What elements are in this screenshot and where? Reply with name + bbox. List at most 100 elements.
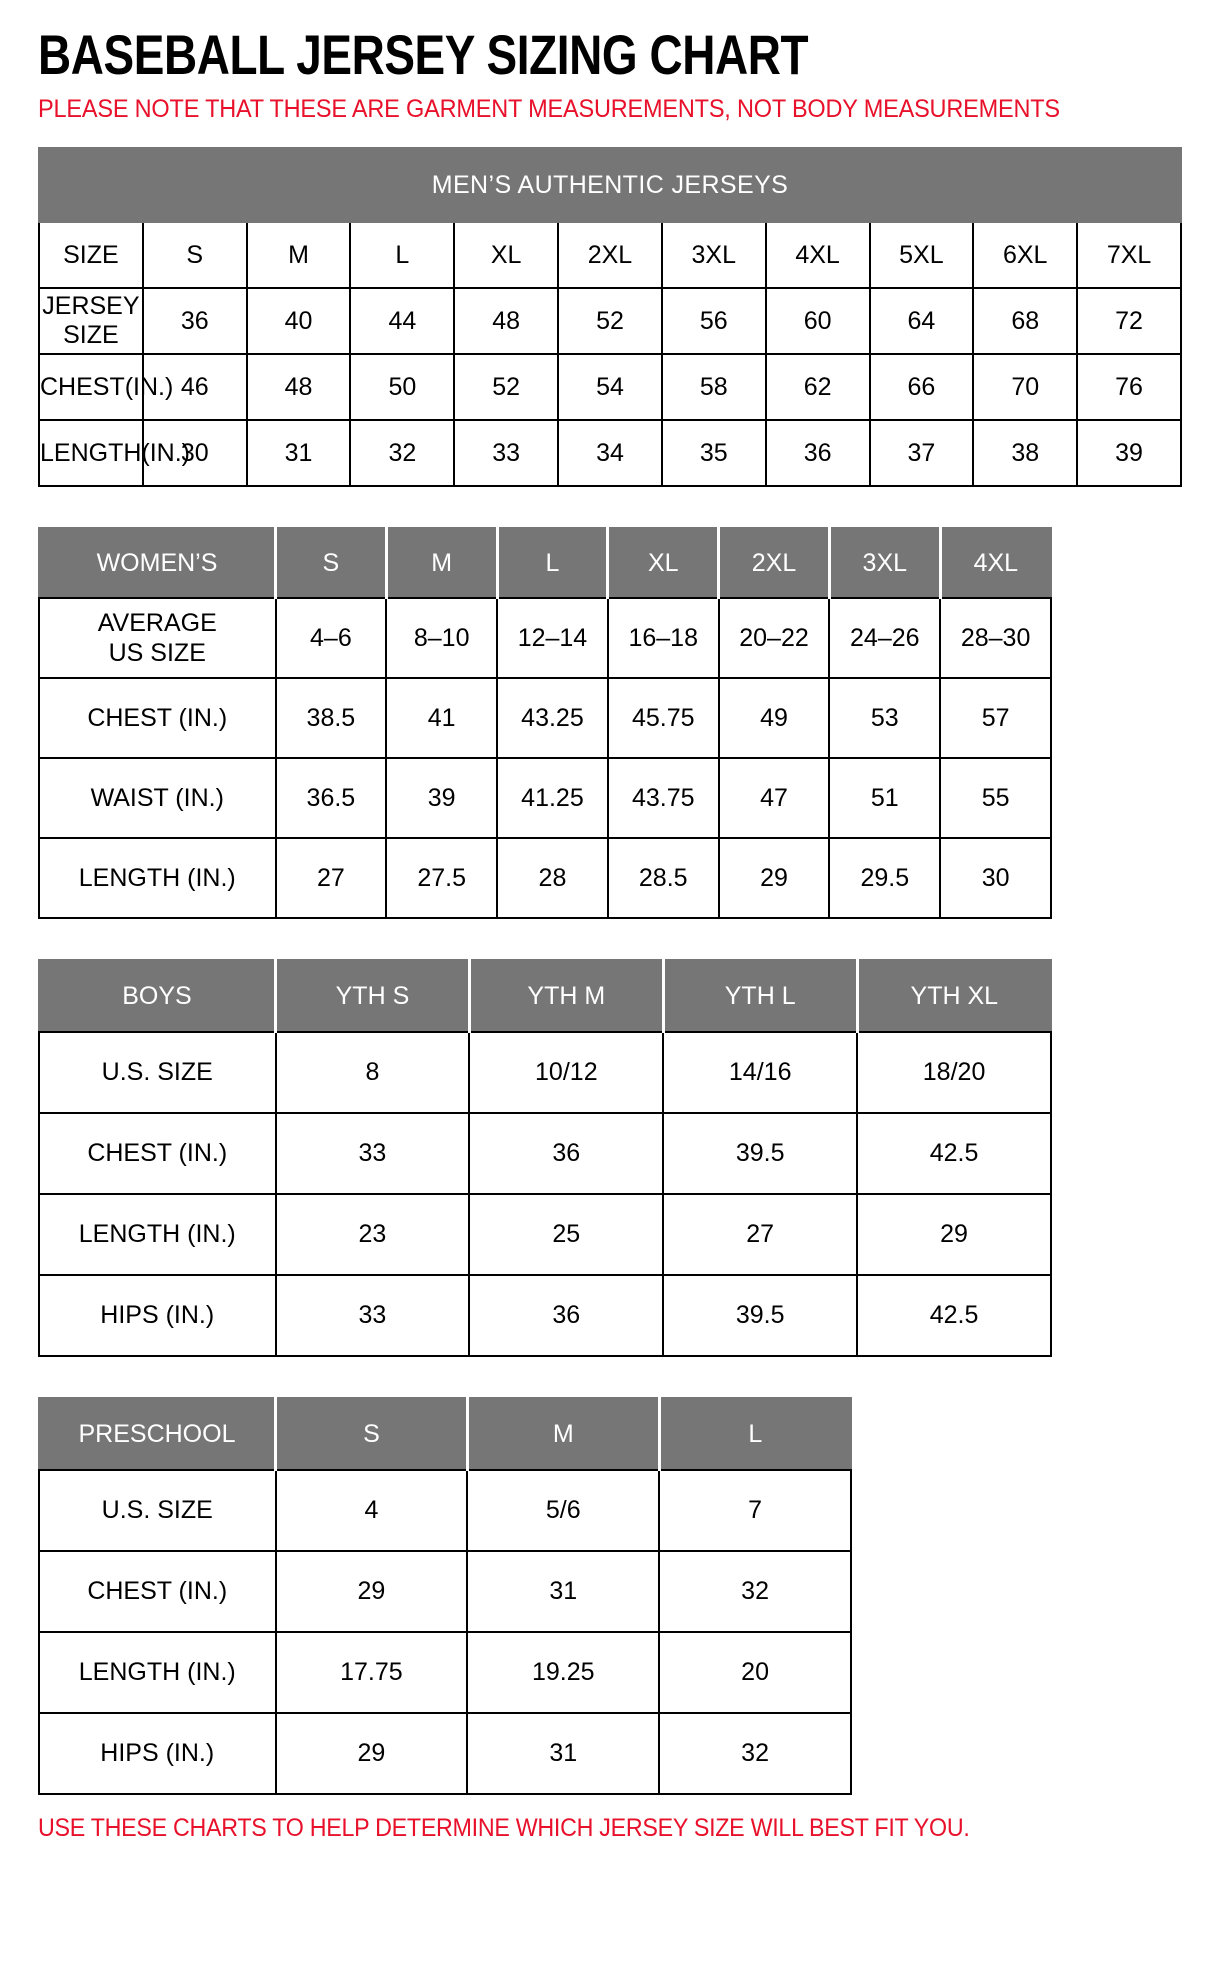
boys-col-header-title: BOYS [38, 959, 277, 1033]
mens-column-header-row: SIZE S M L XL 2XL 3XL 4XL 5XL 6XL 7XL [38, 221, 1182, 289]
best-fit-note: USE THESE CHARTS TO HELP DETERMINE WHICH… [38, 1814, 970, 1842]
preschool-column-header-row: PRESCHOOL S M L [38, 1397, 852, 1471]
boys-col-header-yth-l: YTH L [661, 959, 859, 1033]
table-cell: 32 [658, 1550, 852, 1633]
womens-row-label-average-us-size: AVERAGE US SIZE [38, 597, 277, 679]
table-cell: 41.25 [496, 757, 609, 839]
table-cell: 31 [245, 419, 352, 487]
table-cell: 24–26 [828, 597, 942, 679]
table-row: CHEST (IN.) 38.5 41 43.25 45.75 49 53 57 [38, 677, 1052, 759]
table-cell: 33 [274, 1112, 471, 1195]
table-row: LENGTH(IN.) 30 31 32 33 34 35 36 37 38 3… [38, 419, 1182, 487]
womens-table-body: WOMEN’S S M L XL 2XL 3XL 4XL AVERAGE US S… [38, 527, 1052, 919]
table-row: HIPS (IN.) 33 36 39.5 42.5 [38, 1274, 1052, 1357]
womens-row-label-waist: WAIST (IN.) [38, 757, 277, 839]
mens-row-label-length: LENGTH(IN.) [38, 419, 190, 487]
table-cell: 39.5 [662, 1112, 859, 1195]
mens-row-label-chest: CHEST(IN.) [38, 353, 173, 421]
womens-col-header-4xl: 4XL [938, 527, 1052, 599]
table-cell: 8 [274, 1031, 471, 1114]
boys-column-header-row: BOYS YTH S YTH M YTH L YTH XL [38, 959, 1052, 1033]
table-cell: 50 [349, 353, 456, 421]
table-row: HIPS (IN.) 29 31 32 [38, 1712, 852, 1795]
table-cell: 16–18 [606, 597, 720, 679]
table-cell: 42.5 [856, 1112, 1052, 1195]
table-cell: 20 [658, 1631, 852, 1714]
table-cell: 32 [658, 1712, 852, 1795]
table-cell: 33 [453, 419, 560, 487]
mens-sizing-table: MEN’S AUTHENTIC JERSEYS SIZE S M L XL 2X… [38, 147, 1182, 487]
table-cell: 43.75 [606, 757, 720, 839]
table-cell: 62 [764, 353, 871, 421]
table-row: JERSEY SIZE 36 40 44 48 52 56 60 64 68 7… [38, 287, 1182, 355]
table-cell: 28.5 [606, 837, 720, 919]
table-cell: 36 [468, 1112, 665, 1195]
mens-banner-row: MEN’S AUTHENTIC JERSEYS [38, 147, 1182, 223]
preschool-table-body: PRESCHOOL S M L U.S. SIZE 4 5/6 7 CHEST … [38, 1397, 852, 1795]
table-cell: 37 [868, 419, 975, 487]
garment-measurement-note: PLEASE NOTE THAT THESE ARE GARMENT MEASU… [38, 95, 1060, 123]
boys-row-label-length: LENGTH (IN.) [38, 1193, 277, 1276]
womens-col-header-title: WOMEN’S [38, 527, 277, 599]
table-cell: 34 [557, 419, 663, 487]
preschool-row-label-us-size: U.S. SIZE [38, 1469, 277, 1552]
table-cell: 42.5 [856, 1274, 1052, 1357]
womens-row-label-line1: AVERAGE [97, 609, 217, 637]
mens-col-header-2xl: 2XL [557, 221, 663, 289]
table-cell: 5/6 [466, 1469, 661, 1552]
table-row: CHEST (IN.) 29 31 32 [38, 1550, 852, 1633]
table-cell: 8–10 [385, 597, 499, 679]
mens-banner-label: MEN’S AUTHENTIC JERSEYS [38, 147, 1182, 223]
table-cell: 31 [466, 1550, 661, 1633]
mens-col-header-6xl: 6XL [972, 221, 1079, 289]
table-cell: 52 [557, 287, 663, 355]
table-cell: 23 [274, 1193, 471, 1276]
table-cell: 44 [349, 287, 456, 355]
preschool-row-label-length: LENGTH (IN.) [38, 1631, 277, 1714]
table-cell: 58 [660, 353, 767, 421]
preschool-col-header-m: M [465, 1397, 661, 1471]
mens-col-header-7xl: 7XL [1076, 221, 1182, 289]
table-row: CHEST (IN.) 33 36 39.5 42.5 [38, 1112, 1052, 1195]
preschool-row-label-hips: HIPS (IN.) [38, 1712, 277, 1795]
mens-row-label-jersey-size: JERSEY SIZE [38, 287, 144, 355]
table-cell: 36.5 [274, 757, 388, 839]
preschool-row-label-chest: CHEST (IN.) [38, 1550, 277, 1633]
mens-table-body: MEN’S AUTHENTIC JERSEYS SIZE S M L XL 2X… [38, 147, 1182, 487]
page-title: BASEBALL JERSEY SIZING CHART [38, 23, 809, 86]
table-cell: 48 [245, 353, 352, 421]
table-row: LENGTH (IN.) 23 25 27 29 [38, 1193, 1052, 1276]
table-row: U.S. SIZE 4 5/6 7 [38, 1469, 852, 1552]
table-cell: 14/16 [662, 1031, 859, 1114]
table-cell: 35 [660, 419, 767, 487]
womens-col-header-xl: XL [606, 527, 721, 599]
table-cell: 4–6 [274, 597, 388, 679]
table-cell: 27 [662, 1193, 859, 1276]
womens-col-header-2xl: 2XL [717, 527, 831, 599]
boys-row-label-us-size: U.S. SIZE [38, 1031, 277, 1114]
table-cell: 55 [939, 757, 1052, 839]
table-cell: 17.75 [274, 1631, 469, 1714]
mens-col-header-5xl: 5XL [868, 221, 975, 289]
womens-col-header-l: L [495, 527, 610, 599]
womens-col-header-s: S [274, 527, 388, 599]
table-cell: 4 [274, 1469, 469, 1552]
table-cell: 29 [274, 1712, 469, 1795]
table-cell: 28–30 [939, 597, 1052, 679]
table-cell: 72 [1076, 287, 1182, 355]
table-row: LENGTH (IN.) 17.75 19.25 20 [38, 1631, 852, 1714]
table-cell: 39 [385, 757, 499, 839]
mens-col-header-xl: XL [453, 221, 560, 289]
womens-row-label-chest: CHEST (IN.) [38, 677, 277, 759]
boys-col-header-yth-m: YTH M [467, 959, 665, 1033]
table-row: WAIST (IN.) 36.5 39 41.25 43.75 47 51 55 [38, 757, 1052, 839]
table-cell: 68 [972, 287, 1079, 355]
boys-col-header-yth-xl: YTH XL [855, 959, 1052, 1033]
preschool-col-header-title: PRESCHOOL [38, 1397, 277, 1471]
womens-col-header-3xl: 3XL [827, 527, 942, 599]
table-cell: 56 [660, 287, 767, 355]
table-cell: 43.25 [496, 677, 609, 759]
table-cell: 27 [274, 837, 388, 919]
table-cell: 36 [468, 1274, 665, 1357]
